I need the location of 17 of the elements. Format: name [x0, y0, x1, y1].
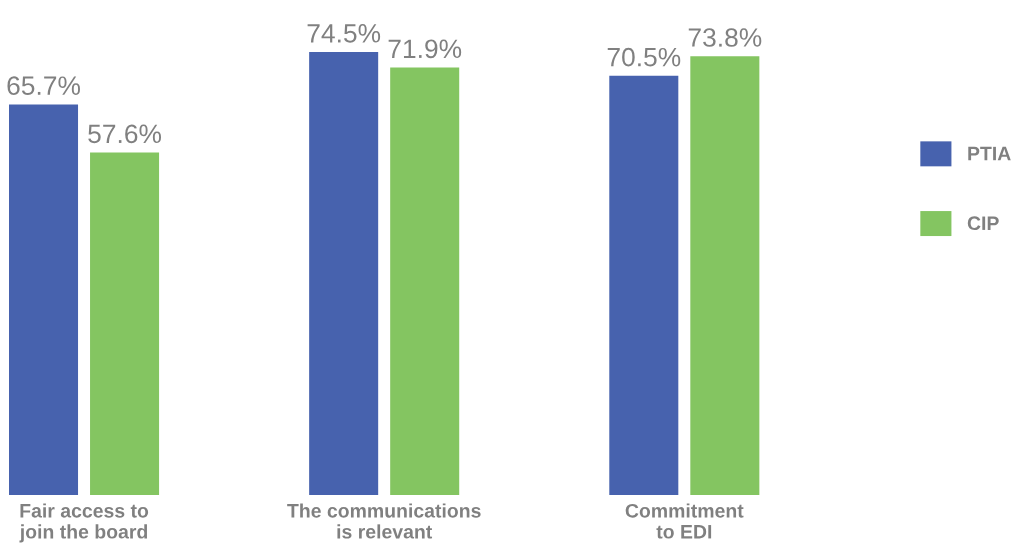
data-label: 73.8%: [688, 28, 762, 47]
bar: [390, 67, 460, 496]
legend-label: CIP: [967, 216, 999, 231]
x-tick-label: The communications is relevant: [287, 503, 481, 539]
x-tick-label: Commitment to EDI: [625, 503, 744, 539]
bar: [309, 52, 379, 496]
data-label: 70.5%: [607, 47, 681, 67]
data-label: 57.6%: [88, 124, 162, 144]
data-label: 65.7%: [7, 76, 80, 96]
legend-label: PTIA: [968, 146, 1011, 161]
data-label: 74.5%: [307, 24, 381, 43]
bar: [90, 152, 160, 496]
bar: [9, 104, 79, 496]
bar: [690, 56, 760, 496]
x-tick-label: Fair access to join the board: [19, 503, 149, 543]
bar: [609, 75, 679, 496]
data-label: 71.9%: [388, 39, 462, 59]
